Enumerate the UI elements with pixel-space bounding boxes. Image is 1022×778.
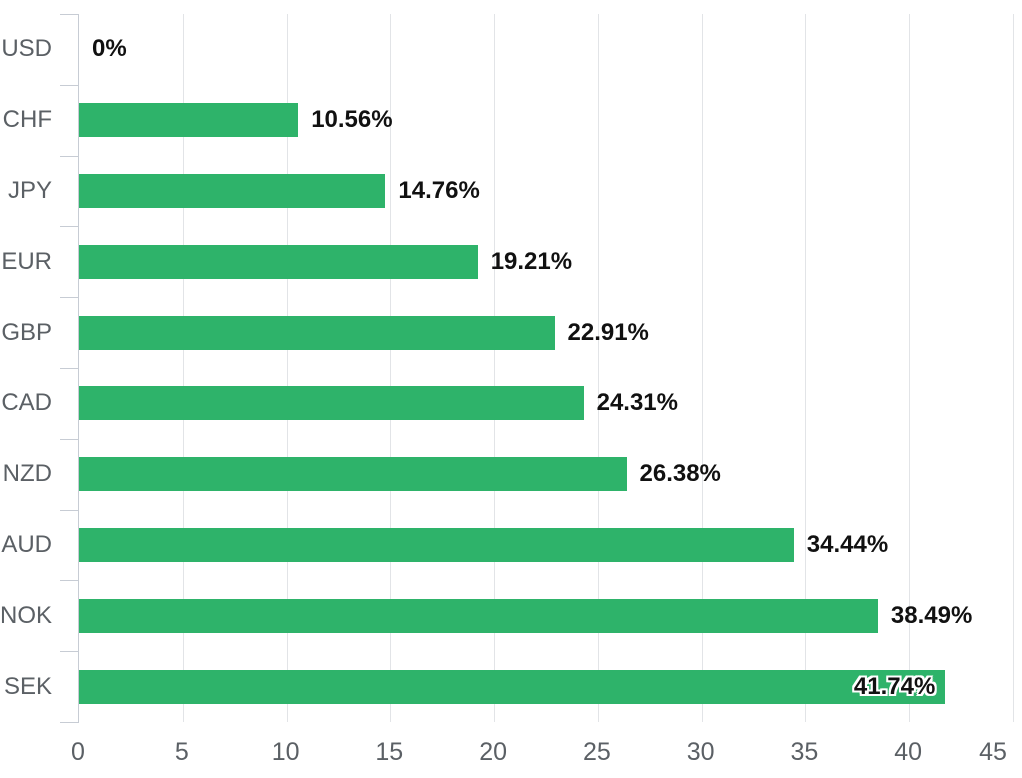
- gridline: [494, 14, 496, 722]
- y-axis-tick: [60, 226, 79, 228]
- category-label-gbp: GBP: [1, 318, 52, 346]
- category-label-usd: USD: [1, 35, 52, 63]
- category-label-nok: NOK: [0, 601, 52, 629]
- bar-cad: [79, 386, 584, 421]
- y-axis-tick: [60, 84, 79, 86]
- y-axis-tick: [60, 368, 79, 369]
- value-label-eur: 19.21%: [490, 247, 573, 275]
- bar-chf: [79, 103, 299, 138]
- gridline: [390, 14, 392, 722]
- y-axis-tick: [60, 14, 79, 15]
- category-label-nzd: NZD: [2, 460, 52, 488]
- category-label-chf: CHF: [2, 106, 52, 134]
- bar-nok: [79, 598, 878, 633]
- category-label-jpy: JPY: [7, 176, 52, 204]
- y-axis-tick: [60, 509, 79, 511]
- x-tick-label-0: 0: [71, 738, 85, 766]
- x-tick-label-20: 20: [479, 738, 507, 766]
- category-label-sek: SEK: [3, 672, 52, 700]
- value-label-chf: 10.56%: [311, 106, 393, 134]
- bar-eur: [79, 244, 478, 279]
- category-label-eur: EUR: [1, 247, 52, 275]
- x-tick-label-10: 10: [271, 738, 300, 766]
- value-label-nok: 38.49%: [890, 601, 973, 629]
- x-tick-label-25: 25: [582, 738, 611, 766]
- x-tick-label-40: 40: [894, 738, 923, 766]
- x-tick-label-15: 15: [375, 738, 404, 766]
- x-tick-label-5: 5: [174, 738, 189, 766]
- y-axis-tick: [60, 651, 79, 653]
- gridline: [805, 14, 807, 722]
- category-label-aud: AUD: [1, 530, 52, 558]
- y-axis-tick: [60, 155, 79, 157]
- bar-jpy: [79, 174, 386, 208]
- value-label-aud: 34.44%: [806, 531, 889, 558]
- y-axis-tick: [60, 438, 79, 440]
- gridline: [597, 14, 599, 722]
- value-label-gbp: 22.91%: [567, 318, 649, 346]
- x-tick-label-35: 35: [790, 738, 819, 766]
- bar-nzd: [79, 457, 627, 492]
- category-label-cad: CAD: [1, 389, 52, 417]
- value-label-usd: 0%: [92, 35, 127, 63]
- plot-area: 0% 10.56% 14.76% 19.21% 22.91% 24.31% 26.38% 34…: [78, 14, 1014, 722]
- y-axis-tick: [60, 297, 79, 299]
- gridline: [182, 14, 184, 722]
- bar-sek: [79, 669, 946, 704]
- value-label-cad: 24.31%: [596, 389, 678, 417]
- gridline: [909, 14, 911, 722]
- gridline: [286, 14, 288, 722]
- y-axis-tick: [60, 580, 79, 582]
- x-tick-label-45: 45: [979, 738, 1007, 766]
- value-label-jpy: 14.76%: [398, 177, 480, 204]
- x-tick-label-30: 30: [686, 738, 715, 766]
- bar-aud: [79, 528, 794, 562]
- value-label-sek: 41.74%: [853, 672, 936, 700]
- value-label-nzd: 26.38%: [639, 460, 721, 488]
- bar-gbp: [79, 315, 555, 350]
- gridline: [1013, 14, 1014, 722]
- gridline: [701, 14, 703, 722]
- y-axis-tick: [60, 722, 79, 723]
